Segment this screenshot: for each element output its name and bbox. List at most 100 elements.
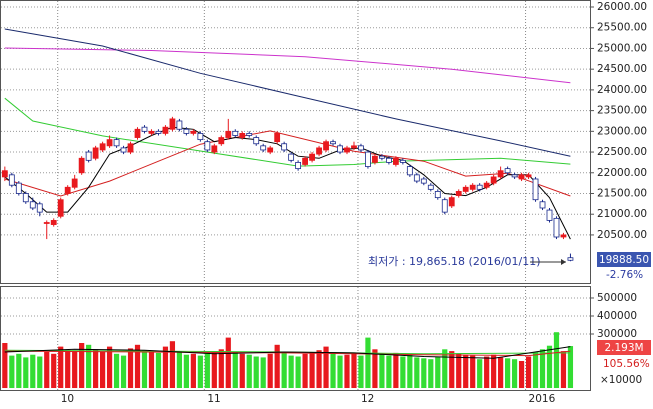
candle-body xyxy=(43,222,50,224)
y-tick-label: 22000.00 xyxy=(597,167,647,179)
volume-bar xyxy=(204,352,210,389)
volume-bar xyxy=(218,349,224,389)
volume-bar xyxy=(232,352,238,389)
volume-bar xyxy=(106,346,113,389)
volume-bar xyxy=(288,355,294,389)
x-tick-label: 12 xyxy=(361,393,374,405)
y-tick-label: 21500.00 xyxy=(597,187,647,199)
volume-bar xyxy=(274,344,280,389)
candle-body xyxy=(190,130,197,134)
candle-body xyxy=(372,155,378,163)
volume-bar xyxy=(372,349,378,389)
volume-bar xyxy=(86,344,92,389)
candle-body xyxy=(337,145,343,153)
volume-bar xyxy=(477,359,483,389)
volume-bar xyxy=(2,343,8,389)
volume-bar xyxy=(491,354,497,389)
volume-bar xyxy=(169,341,176,389)
volume-bar xyxy=(400,356,406,389)
candle-body xyxy=(399,159,406,163)
volume-bar xyxy=(113,353,120,389)
candle-body xyxy=(560,234,567,238)
volume-bar xyxy=(99,352,106,389)
volume-bar xyxy=(393,352,399,389)
volume-bar xyxy=(183,354,189,389)
y-tick-label: 26000.00 xyxy=(597,1,647,13)
volume-bar xyxy=(246,354,252,389)
arrow-head xyxy=(561,259,566,265)
candle-body xyxy=(57,199,64,217)
candle-body xyxy=(274,133,281,143)
x-tick-label: 11 xyxy=(207,393,220,405)
volume-bar xyxy=(539,349,546,389)
volume-bar xyxy=(281,352,287,389)
price-panel xyxy=(0,0,591,284)
moving-average xyxy=(4,28,571,157)
candle-body xyxy=(455,191,462,196)
volume-bar xyxy=(30,354,36,389)
candle-body xyxy=(365,151,371,167)
volume-bar xyxy=(37,356,43,389)
candle-body xyxy=(427,184,434,190)
volume-bar xyxy=(567,346,574,389)
candle-body xyxy=(546,209,553,221)
y-tick-label: 25000.00 xyxy=(597,42,647,54)
volume-bar xyxy=(155,352,162,389)
volume-bar xyxy=(546,345,553,389)
volume-bar xyxy=(456,353,462,389)
volume-bar xyxy=(23,357,29,389)
candle-body xyxy=(155,130,162,134)
volume-bar xyxy=(470,355,476,389)
candle-body xyxy=(392,157,399,165)
volume-bar xyxy=(127,348,134,389)
volume-bar xyxy=(197,355,203,389)
volume-bar xyxy=(379,353,385,389)
low-annotation: 최저가 : 19,865.18 (2016/01/11) xyxy=(368,255,541,268)
volume-last: 2.193M xyxy=(604,342,643,354)
volume-bar xyxy=(358,355,364,389)
volume-tick-label: 300000 xyxy=(597,328,637,340)
candle-body xyxy=(15,182,22,194)
change: -2.76% xyxy=(606,269,643,281)
candle-body xyxy=(134,128,141,138)
candle-body xyxy=(448,197,455,207)
volume-bar xyxy=(267,353,273,389)
candle-body xyxy=(92,147,99,159)
volume-bar xyxy=(435,356,441,389)
volume-bar xyxy=(65,350,71,389)
volume-moving-average xyxy=(4,350,571,357)
candle-body xyxy=(358,145,364,151)
volume-bar xyxy=(428,359,434,389)
volume-bar xyxy=(162,346,169,389)
volume-bar xyxy=(344,354,350,389)
volume-bar xyxy=(260,357,266,389)
volume-bar xyxy=(316,350,322,389)
candle-body xyxy=(239,133,246,138)
candle-body xyxy=(183,128,190,134)
y-tick-label: 20500.00 xyxy=(597,229,647,241)
candle-body xyxy=(8,174,15,186)
volume-bar xyxy=(44,352,50,389)
candle-body xyxy=(260,145,267,151)
volume-unit: ×10000 xyxy=(600,374,642,386)
candle-body xyxy=(148,130,155,134)
candle-body xyxy=(539,201,546,209)
candle-body xyxy=(106,139,113,147)
candle-body xyxy=(434,191,441,199)
y-tick-label: 24000.00 xyxy=(597,84,647,96)
candle-body xyxy=(120,147,127,153)
volume-bar xyxy=(463,354,469,389)
candle-body xyxy=(490,176,497,184)
candle-body xyxy=(441,199,448,213)
candle-body xyxy=(141,126,148,132)
candle-body xyxy=(211,145,218,153)
candle-body xyxy=(330,141,336,145)
candle-body xyxy=(511,174,518,178)
volume-bar xyxy=(365,337,371,389)
candle-body xyxy=(567,257,574,261)
candle-body xyxy=(78,157,85,174)
volume-box xyxy=(597,340,651,355)
volume-bar xyxy=(518,361,525,389)
volume-bar xyxy=(148,352,155,389)
